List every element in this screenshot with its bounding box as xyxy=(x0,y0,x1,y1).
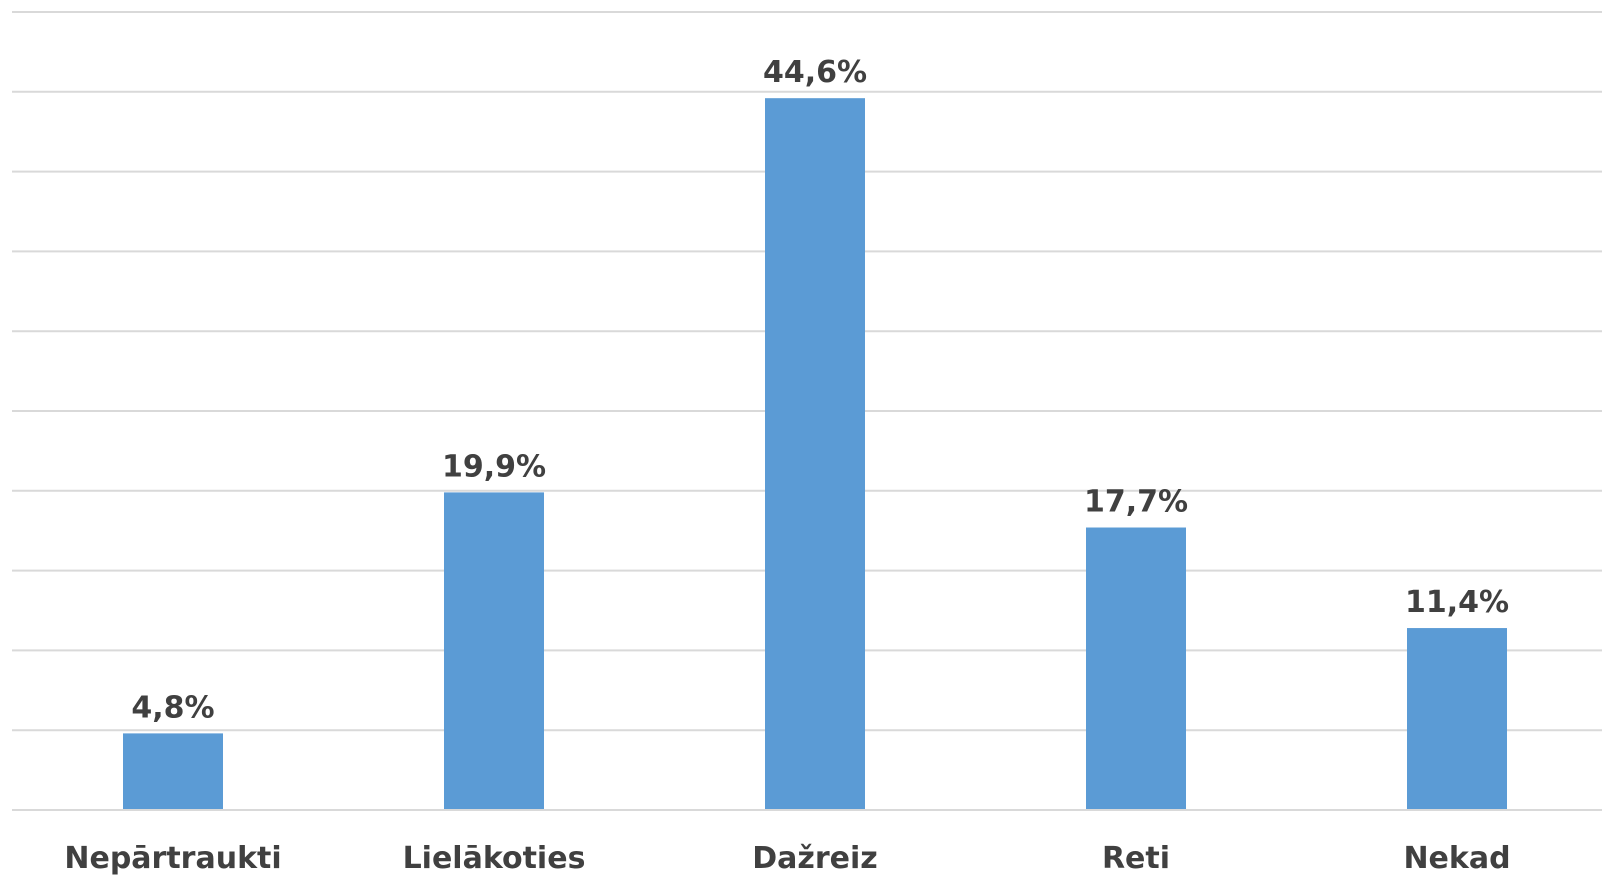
bars xyxy=(123,98,1507,810)
bar-5 xyxy=(1407,628,1507,810)
data-label: 19,9% xyxy=(442,449,546,484)
category-label: Nepārtraukti xyxy=(64,841,281,875)
category-label: Lielākoties xyxy=(403,841,586,875)
bar-4 xyxy=(1086,527,1186,810)
data-label: 4,8% xyxy=(131,690,214,725)
category-label: Nekad xyxy=(1403,841,1510,875)
bar-2 xyxy=(444,492,544,810)
data-label: 17,7% xyxy=(1084,485,1188,520)
bar-1 xyxy=(123,733,223,810)
category-labels: Nepārtraukti Lielākoties Dažreiz Reti Nekad xyxy=(64,841,1510,875)
data-labels: 4,8% 19,9% 44,6% 17,7% 11,4% xyxy=(131,55,1509,725)
data-label: 44,6% xyxy=(763,55,867,90)
bar-3 xyxy=(765,98,865,810)
category-label: Reti xyxy=(1102,841,1170,875)
data-label: 11,4% xyxy=(1405,585,1509,620)
category-label: Dažreiz xyxy=(752,841,878,875)
